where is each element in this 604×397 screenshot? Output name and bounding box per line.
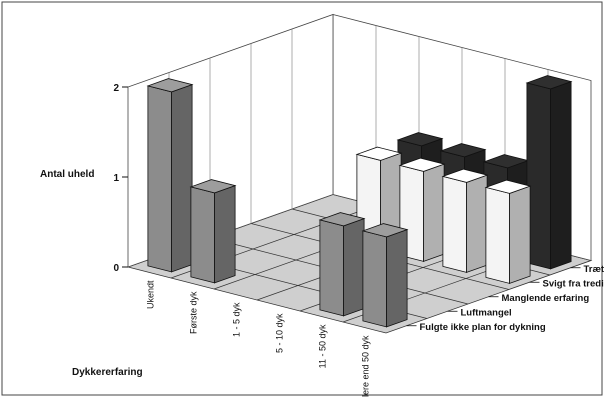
bar-side-face: [214, 185, 236, 284]
bar-side-face: [466, 174, 488, 273]
y-axis-title: Antal uheld: [40, 169, 94, 180]
category-label: 11 - 50 dyk: [318, 324, 328, 368]
bar-top-face: [355, 146, 403, 161]
series-label: Luftmangel: [461, 307, 512, 318]
bar-top-face: [441, 168, 489, 183]
bar: [525, 75, 573, 270]
bar: [398, 157, 446, 262]
series-label: Svigt fra tredieperson: [543, 278, 604, 289]
bar-front-face: [190, 186, 216, 284]
category-label: Ukendt: [146, 280, 156, 309]
bar-top-face: [189, 179, 237, 194]
bar-front-face: [442, 175, 468, 273]
series-label: Træthed: [584, 264, 604, 275]
bar-top-face: [525, 75, 573, 90]
series-label: Manglende erfaring: [502, 293, 590, 304]
bar-top-face: [396, 132, 444, 147]
bar: [318, 212, 366, 317]
category-label: Første dyk: [189, 291, 199, 334]
category-label: 1 - 5 dyk: [232, 302, 242, 337]
bar-top-face: [398, 157, 446, 172]
bar-top-face: [318, 212, 366, 227]
bar: [361, 223, 409, 328]
y-tick-label: 1: [113, 173, 119, 184]
bar-top-face: [439, 143, 487, 158]
bar-side-face: [171, 84, 193, 273]
category-label: 5 - 10 dyk: [275, 313, 285, 353]
chart-bars: [146, 75, 573, 328]
bar-side-face: [343, 218, 365, 317]
series-label: Fulgte ikke plan for dykning: [420, 322, 546, 333]
bar-top-face: [146, 78, 194, 93]
bar-top-face: [361, 223, 409, 238]
bar: [146, 78, 194, 273]
x-axis-title: Dykkererfaring: [72, 367, 143, 378]
y-tick-label: 2: [113, 83, 119, 94]
bar-top-face: [484, 179, 532, 194]
bar-side-face: [550, 81, 572, 270]
bar-side-face: [509, 185, 531, 284]
chart-labels: 0 1 2 Ukendt Første dyk 1 - 5 dyk 5 - 10 dyk 11…: [113, 83, 604, 397]
bar-front-face: [485, 186, 511, 284]
bar: [189, 179, 237, 284]
category-label: Flere end 50 dyk: [361, 335, 371, 397]
bar: [441, 168, 489, 273]
y-tick-label: 0: [113, 263, 119, 274]
bar-front-face: [362, 230, 388, 328]
bar-side-face: [386, 229, 408, 328]
bar-side-face: [423, 163, 445, 262]
bar: [484, 179, 532, 284]
bar-front-face: [147, 85, 173, 273]
bar-front-face: [319, 219, 345, 317]
